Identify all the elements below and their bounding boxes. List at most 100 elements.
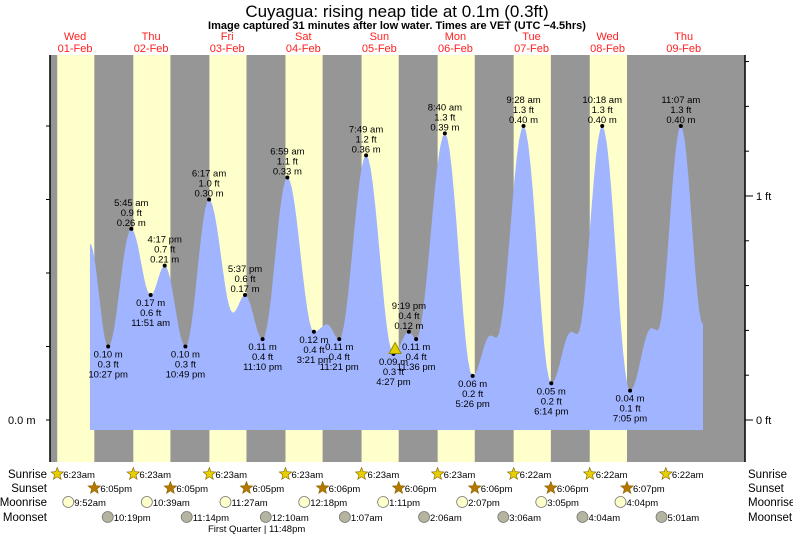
high-tide-point: 5:37 pm0.6 ft0.17 m: [228, 264, 262, 298]
tide-m-label: 0.40 m: [666, 115, 695, 126]
sunset-icon: [163, 480, 178, 494]
day-label-date: 06-Feb: [438, 43, 473, 55]
tide-m-label: 0.17 m: [136, 298, 165, 309]
moonrise-time: 1:11pm: [389, 498, 420, 509]
almanac-row-label: Sunset: [11, 483, 48, 495]
moonset-time: 3:06am: [509, 513, 541, 524]
day-label-date: 04-Feb: [286, 43, 321, 55]
sunset-icon: [543, 480, 558, 494]
tide-ft-label: 0.4 ft: [329, 352, 350, 363]
moonrise-time: 11:27am: [231, 498, 267, 509]
tide-ft-label: 0.7 ft: [154, 245, 175, 256]
day-label-dow: Thu: [142, 31, 161, 43]
sunset-time: 6:06pm: [481, 484, 513, 495]
high-tide-point: 5:45 am0.9 ft0.26 m: [114, 198, 149, 231]
sunset-time: 6:05pm: [100, 484, 132, 495]
tide-time-label: 8:40 am: [428, 102, 462, 113]
sunset-time: 6:06pm: [329, 484, 361, 495]
tide-m-label: 0.11 m: [402, 342, 430, 353]
tide-time-label: 11:36 pm: [397, 362, 436, 373]
tide-ft-label: 1.3 ft: [513, 105, 534, 116]
moonrise-icon: [456, 496, 469, 508]
tide-time-label: 4:27 pm: [376, 377, 410, 388]
sunrise-time: 6:22am: [672, 470, 704, 481]
tide-dot: [260, 337, 265, 342]
sunset-icon: [620, 480, 634, 494]
tide-time-label: 10:49 pm: [166, 370, 206, 381]
tide-time-label: 11:07 am: [661, 95, 700, 106]
moonset-time: 4:04am: [588, 513, 620, 524]
tide-dot: [183, 344, 188, 349]
tide-m-label: 0.11 m: [325, 342, 353, 353]
tide-dot: [162, 263, 167, 268]
sunrise-time: 6:23am: [215, 470, 247, 481]
moonset-time: 2:06am: [430, 513, 462, 524]
sunset-time: 6:06pm: [405, 484, 437, 495]
sunrise-icon: [506, 466, 521, 480]
tide-dot: [628, 388, 633, 393]
tide-dot: [406, 329, 411, 334]
sunrise-time: 6:22am: [520, 470, 552, 481]
tide-ft-label: 1.3 ft: [434, 112, 455, 123]
sunset-icon: [87, 480, 102, 494]
sunrise-icon: [430, 466, 445, 480]
tide-m-label: 0.10 m: [94, 350, 123, 361]
tide-time-label: 7:49 am: [349, 124, 383, 135]
moonrise-time: 3:05pm: [547, 498, 579, 509]
high-tide-point: 6:17 am1.0 ft0.30 m: [192, 169, 226, 202]
high-tide-point: 9:28 am1.3 ft0.40 m: [506, 95, 541, 128]
tide-m-label: 0.04 m: [616, 394, 645, 405]
day-label-date: 08-Feb: [590, 43, 625, 55]
sunset-icon: [391, 480, 406, 494]
tide-ft-label: 0.9 ft: [121, 208, 142, 219]
tide-time-label: 11:10 pm: [243, 362, 282, 373]
moonrise-time: 2:07pm: [468, 498, 500, 509]
tide-time-label: 6:59 am: [270, 146, 304, 157]
tide-m-label: 0.11 m: [248, 342, 276, 353]
low-tide-point: 0.05 m0.2 ft6:14 pm: [534, 381, 569, 417]
moonrise-time: 9:52am: [74, 498, 106, 509]
high-tide-point: 11:07 am1.3 ft0.40 m: [661, 95, 700, 128]
moonset-time: 10:19pm: [114, 513, 151, 524]
sunrise-time: 6:23am: [291, 470, 323, 481]
high-tide-point: 7:49 am1.2 ft0.36 m: [349, 124, 383, 158]
almanac-row-label: Sunrise: [8, 469, 47, 481]
moonrise-icon: [298, 496, 311, 508]
day-label-date: 05-Feb: [362, 43, 397, 55]
tide-ft-label: 0.3 ft: [175, 360, 196, 371]
moonset-icon: [180, 511, 193, 523]
tide-m-label: 0.10 m: [171, 350, 200, 361]
current-time-marker: [388, 341, 402, 354]
tide-dot: [364, 153, 369, 158]
almanac: Sunrise Sunrise 6:23am 6:23am 6:23am 6:23am 6:…: [0, 466, 793, 535]
tide-ft-label: 1.1 ft: [277, 156, 298, 167]
tide-ft-label: 0.4 ft: [252, 352, 273, 363]
tide-m-label: 0.06 m: [458, 379, 487, 390]
moonrise-icon: [62, 496, 75, 508]
day-label-dow: Wed: [596, 31, 618, 43]
almanac-row-label: Moonrise: [0, 497, 47, 509]
day-label-dow: Tue: [522, 31, 541, 43]
tide-dot: [148, 293, 153, 298]
tide-ft-label: 1.0 ft: [199, 179, 220, 190]
tide-dot: [414, 337, 419, 342]
moonset-time: 5:01am: [668, 513, 700, 524]
moonrise-icon: [140, 496, 153, 508]
moonset-icon: [259, 511, 272, 523]
almanac-row-label: Moonset: [3, 512, 48, 524]
tide-time-label: 3:21 pm: [297, 355, 331, 366]
low-tide-point: 0.04 m0.1 ft7:05 pm: [613, 388, 647, 425]
high-tide-point: 4:17 pm0.7 ft0.21 m: [148, 235, 182, 268]
day-label-dow: Wed: [64, 31, 86, 43]
right-axis-label: 1 ft: [756, 191, 771, 203]
moonset-icon: [576, 511, 589, 523]
tide-dot: [311, 329, 316, 334]
almanac-row-label-right: Moonset: [748, 512, 793, 524]
sunrise-icon: [582, 466, 597, 480]
high-tide-point: 10:18 am1.3 ft0.40 m: [582, 95, 622, 128]
day-label-date: 09-Feb: [666, 43, 701, 55]
tide-curve: [89, 126, 704, 430]
